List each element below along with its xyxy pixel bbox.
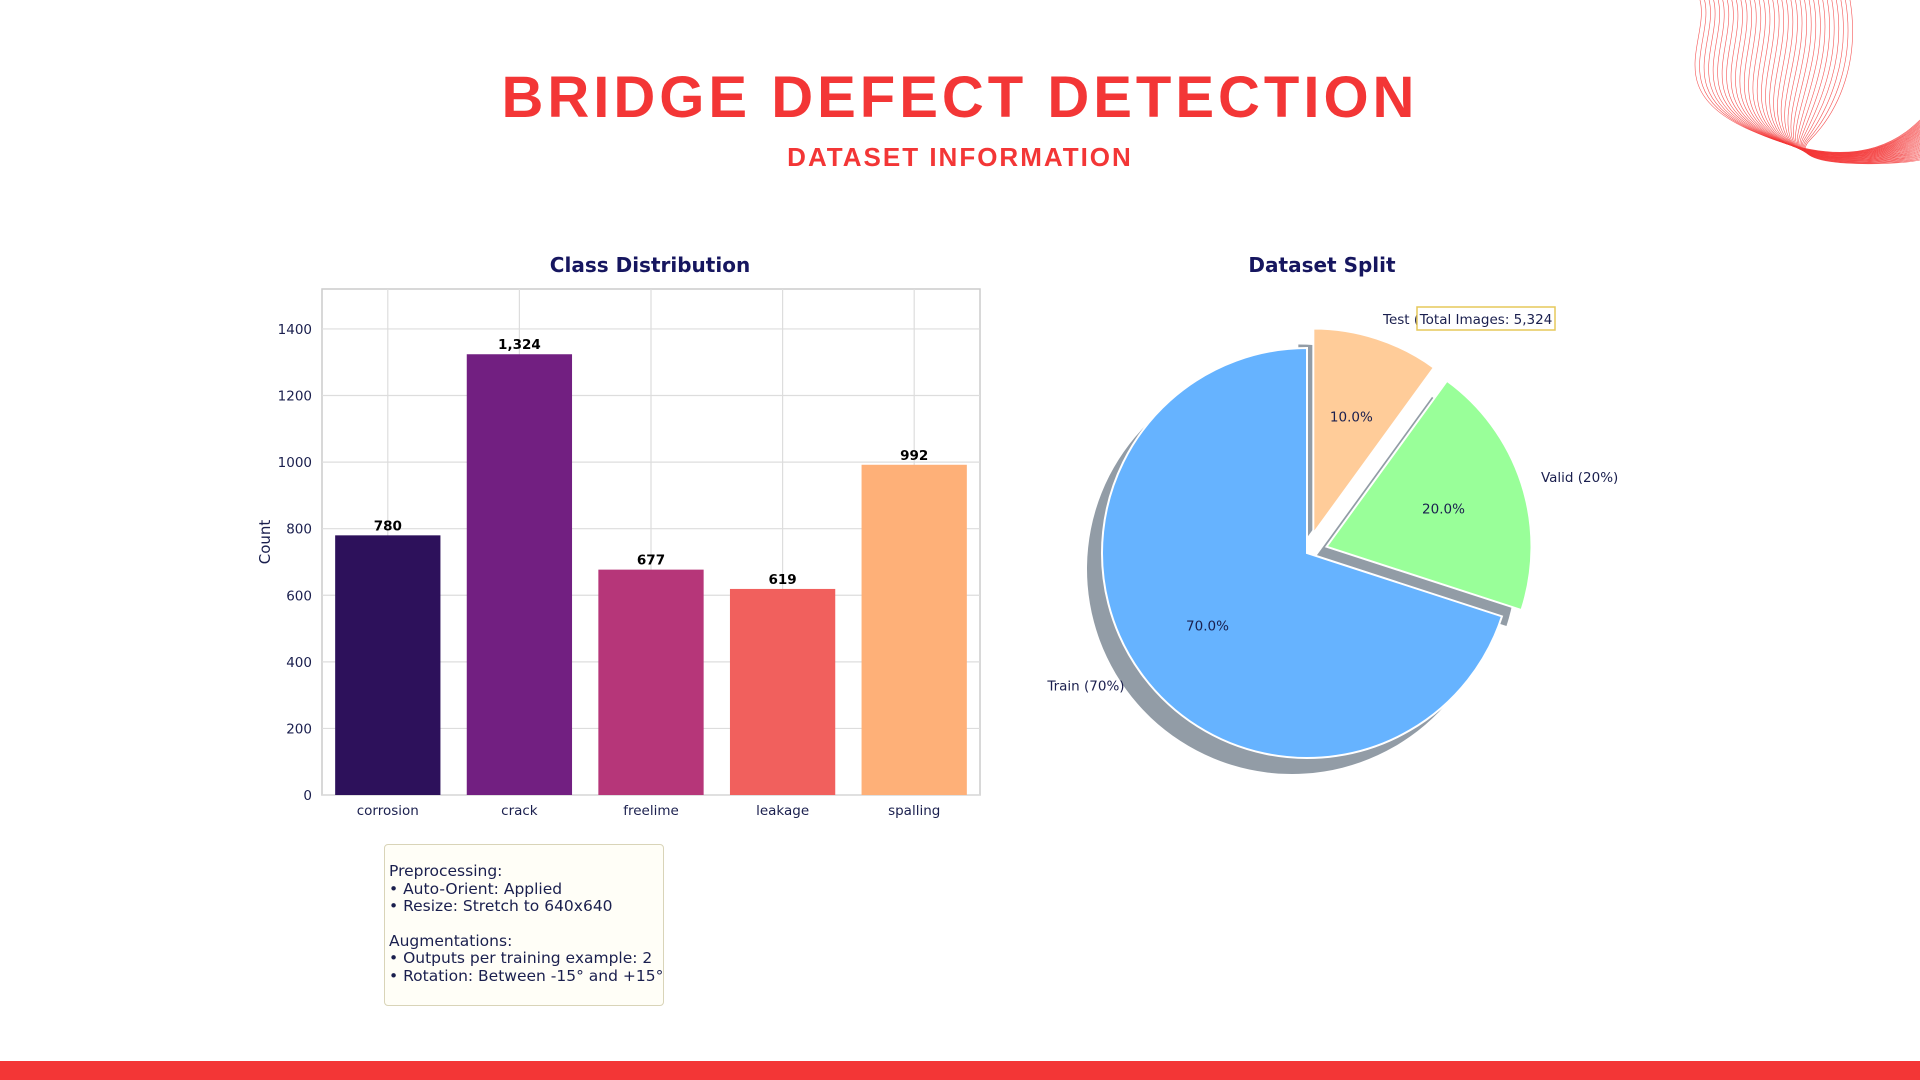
page-title: BRIDGE DEFECT DETECTION <box>501 65 1419 130</box>
wave-line <box>1800 0 1920 163</box>
wave-line <box>1765 0 1920 158</box>
pie-slice <box>1324 379 1533 612</box>
wave-line <box>1694 0 1920 153</box>
bar-leakage <box>729 588 836 795</box>
pie-pct-label: 20.0% <box>1422 502 1465 518</box>
wave-line <box>1743 0 1920 156</box>
wave-line <box>1761 0 1920 158</box>
wave-line <box>1798 0 1920 162</box>
page-subtitle: DATASET INFORMATION <box>787 142 1133 172</box>
pie-labels: 70.0% Train (70%) 20.0% Valid (20%) 10.0% Tes… <box>1046 312 1618 695</box>
augmentation-item: • Rotation: Between -15° and +15° <box>389 966 664 985</box>
pie-outer-label: Train (70%) <box>1046 679 1124 695</box>
pie-shadow <box>1311 396 1517 627</box>
wave-line <box>1802 0 1920 163</box>
wave-line <box>1769 0 1920 158</box>
wave-line <box>1773 0 1920 159</box>
wave-line <box>1804 0 1920 164</box>
wave-line <box>1790 0 1920 160</box>
wave-line <box>1703 0 1920 154</box>
wave-line <box>1726 0 1920 155</box>
pie-outer-label: Valid (20%) <box>1541 470 1618 486</box>
pie-shadow <box>1298 344 1419 550</box>
pie-pct-label: 70.0% <box>1186 618 1229 634</box>
pie-outer-label: Test (10%) <box>1382 312 1454 328</box>
wave-line <box>1752 0 1920 157</box>
bar-chart-bars: 780 1,324 677 619 992 <box>335 337 967 795</box>
preprocessing-item: • Resize: Stretch to 640x640 <box>389 897 613 915</box>
x-tick-label: freelime <box>623 803 679 819</box>
augmentation-item: • Outputs per training example: 2 <box>389 949 653 967</box>
y-tick-label: 0 <box>303 788 312 804</box>
y-tick-label: 1000 <box>278 455 312 471</box>
bar-value-label: 619 <box>769 572 797 588</box>
bar-value-label: 677 <box>637 553 665 569</box>
bar-value-label: 780 <box>374 518 402 534</box>
class-distribution-chart: Class Distribution Count 780 1,324 677 619 9… <box>256 253 981 819</box>
bottom-accent-bar <box>0 1061 1920 1080</box>
total-images-annotation: Total Images: 5,324 <box>1416 306 1556 331</box>
bar-chart-y-axis-label: Count <box>256 520 274 565</box>
wave-line <box>1708 0 1920 154</box>
y-tick-label: 600 <box>286 588 312 604</box>
wave-line <box>1784 0 1920 160</box>
wave-line <box>1748 0 1920 157</box>
wave-line <box>1712 0 1920 154</box>
bar-crack <box>466 354 573 795</box>
preprocessing-title: Preprocessing: <box>389 862 503 880</box>
bar-value-label: 1,324 <box>498 337 541 353</box>
x-tick-label: corrosion <box>357 803 419 819</box>
wave-line <box>1799 0 1920 162</box>
pie-shadow <box>1087 364 1487 774</box>
bar-freelime <box>598 569 704 795</box>
wave-line <box>1805 0 1920 165</box>
wave-line <box>1756 0 1920 157</box>
decorative-wave-lines <box>1694 0 1920 165</box>
wave-line <box>1699 0 1920 153</box>
x-tick-label: crack <box>501 803 538 819</box>
wave-line <box>1739 0 1920 156</box>
wave-line <box>1730 0 1920 155</box>
pie-slices <box>1101 327 1533 759</box>
bar-spalling <box>861 464 967 795</box>
wave-line <box>1787 0 1920 160</box>
preprocessing-item: • Auto-Orient: Applied <box>389 879 563 898</box>
wave-line <box>1735 0 1920 156</box>
bar-value-label: 992 <box>900 448 928 464</box>
pie-pct-label: 10.0% <box>1330 410 1373 426</box>
wave-line <box>1721 0 1920 155</box>
bar-chart-title: Class Distribution <box>550 253 750 277</box>
bar-corrosion <box>335 535 441 795</box>
y-tick-label: 400 <box>286 655 312 671</box>
bar-chart-ticks: 0 200 400 600 800 1000 1200 1400 corrosion crack f… <box>278 322 941 819</box>
pie-slice <box>1101 346 1504 759</box>
y-tick-label: 800 <box>286 522 312 538</box>
x-tick-label: spalling <box>888 803 940 819</box>
total-images-text: Total Images: 5,324 <box>1419 312 1553 328</box>
augmentations-title: Augmentations: <box>389 931 513 950</box>
wave-line <box>1780 0 1920 159</box>
preprocessing-info-box: Preprocessing: • Auto-Orient: Applied • … <box>384 844 664 1006</box>
wave-line <box>1793 0 1920 161</box>
pie-shadows <box>1087 344 1517 774</box>
wave-line <box>1796 0 1920 161</box>
pie-chart-title: Dataset Split <box>1248 253 1396 277</box>
pie-slice <box>1312 327 1436 537</box>
y-tick-label: 200 <box>286 721 312 737</box>
wave-line <box>1803 0 1920 164</box>
wave-line <box>1777 0 1920 159</box>
wave-line <box>1795 0 1920 161</box>
y-tick-label: 1400 <box>278 322 312 338</box>
y-tick-label: 1200 <box>278 389 312 405</box>
x-tick-label: leakage <box>756 803 809 819</box>
